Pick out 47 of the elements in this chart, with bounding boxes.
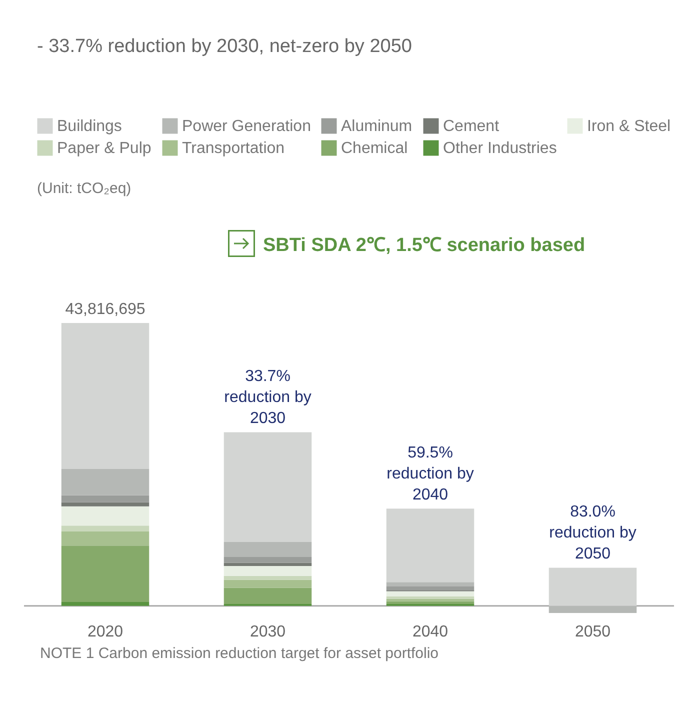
annotation: 83.0% reduction by 2050 [549, 504, 636, 563]
bar [548, 606, 637, 613]
bar [386, 591, 474, 596]
annotation: 59.5% reduction by 2040 [386, 444, 474, 504]
legend-label: Aluminum [341, 118, 412, 135]
bar [224, 576, 312, 580]
bar [224, 432, 312, 542]
x-tick-label: 2030 [250, 624, 286, 640]
bar [386, 508, 474, 582]
bar [224, 556, 312, 563]
bar [61, 506, 150, 526]
text: SBTi SDA 2℃, 1.5℃ scenario based [263, 234, 586, 256]
bar [224, 580, 312, 588]
legend-label: Buildings [57, 118, 122, 135]
bar [224, 562, 312, 566]
bar [61, 546, 150, 602]
legend-label: Chemical [341, 140, 408, 157]
legend-label: Transportation [182, 140, 285, 157]
bar [61, 495, 150, 502]
bar [386, 596, 474, 599]
bar [548, 568, 637, 606]
annotation: 33.7% reduction by 2030 [224, 368, 312, 428]
bar [61, 502, 150, 506]
bar [224, 566, 312, 576]
text: (Unit: tCO₂eq) [37, 180, 132, 197]
legend-label: Paper & Pulp [57, 140, 152, 157]
chart-title: - 33.7% reduction by 2030, net-zero by 2050 [37, 36, 412, 58]
legend-label: Cement [443, 118, 500, 135]
bar [61, 468, 150, 496]
bar [61, 323, 150, 469]
bar [386, 582, 474, 586]
bar [386, 586, 474, 590]
legend-label: Other Industries [443, 140, 557, 157]
x-tick-label: 2040 [412, 624, 448, 640]
bar [386, 598, 474, 602]
bar [224, 588, 312, 604]
legend-label: Power Generation [182, 118, 311, 135]
text: NOTE 1 Carbon emission reduction target for asset portfolio [40, 645, 439, 662]
bar [61, 526, 150, 532]
legend-label: Iron & Steel [587, 118, 671, 135]
x-tick-label: 2050 [574, 624, 611, 640]
bar [61, 532, 150, 546]
annotation: 43,816,695 [65, 301, 146, 318]
bar [386, 601, 474, 604]
bar [61, 602, 150, 606]
x-tick-label: 2020 [87, 624, 124, 640]
bar [224, 542, 312, 557]
